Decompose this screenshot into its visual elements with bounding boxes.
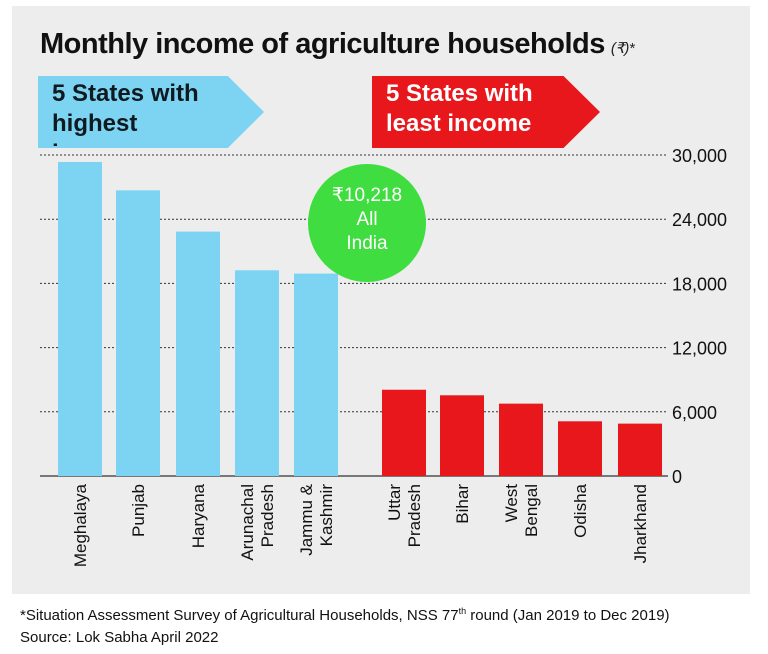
x-tick-label: Meghalaya: [71, 483, 90, 567]
least-income-banner-line2: least income: [386, 110, 532, 137]
x-tick-label-line: Pradesh: [258, 484, 277, 547]
footnote-survey-text: *Situation Assessment Survey of Agricult…: [20, 607, 459, 624]
bar-punjab: [116, 190, 160, 476]
x-tick-label: Haryana: [189, 483, 208, 548]
bar-odisha: [558, 421, 602, 476]
y-tick-label: 30,000: [672, 146, 727, 166]
y-tick-label: 0: [672, 467, 682, 487]
x-tick-label-line: Punjab: [129, 484, 148, 537]
highest-income-banner-line1: 5 States with: [52, 80, 199, 107]
all-india-label-line2: India: [346, 233, 388, 254]
x-tick-label: Punjab: [129, 484, 148, 537]
x-tick-label-line: Arunachal: [238, 484, 257, 561]
footnote-source: Source: Lok Sabha April 2022: [20, 629, 219, 646]
footnote-survey-sup: th: [458, 606, 467, 616]
x-tick-label: Jammu & Kashmir: [297, 483, 336, 555]
bar-west-bengal: [499, 403, 543, 476]
y-tick-label: 18,000: [672, 274, 727, 294]
chart-title-unit: (₹)*: [610, 40, 635, 57]
chart-title-text: Monthly income of agriculture households: [40, 28, 605, 60]
bar-meghalaya: [58, 161, 102, 477]
bar-jharkhand: [618, 423, 662, 476]
bar-bihar: [440, 395, 484, 476]
bar-haryana: [176, 231, 220, 476]
footnote: *Situation Assessment Survey of Agricult…: [20, 600, 670, 649]
highest-income-banner: 5 States with highest income: [38, 76, 264, 148]
bar-chart: 0 6,000 12,000 18,000 24,000 30,000 Meghalaya P…: [40, 146, 727, 567]
x-tick-label-line: West: [502, 484, 521, 523]
x-tick-label: Jharkhand: [631, 484, 650, 563]
x-tick-label-line: Odisha: [571, 483, 590, 537]
x-tick-label-line: Uttar: [385, 484, 404, 521]
y-tick-label: 6,000: [672, 403, 717, 423]
y-tick-label: 12,000: [672, 339, 727, 359]
x-tick-label-line: Bengal: [522, 484, 541, 537]
least-income-banner: 5 States with least income: [372, 76, 600, 148]
x-tick-label: West Bengal: [502, 484, 541, 537]
highest-income-banner-line2: highest income: [52, 110, 138, 148]
footnote-survey-text-end: round (Jan 2019 to Dec 2019): [466, 607, 670, 624]
least-income-banner-line1: 5 States with: [386, 80, 533, 107]
y-tick-label: 24,000: [672, 210, 727, 230]
all-india-badge: ₹10,218 All India: [308, 164, 426, 282]
bar-uttar-pradesh: [382, 389, 426, 476]
x-tick-label-line: Jharkhand: [631, 484, 650, 563]
x-tick-label-line: Meghalaya: [71, 483, 90, 567]
x-tick-label-line: Pradesh: [405, 484, 424, 547]
bar-arunachal-pradesh: [235, 270, 279, 476]
footnote-survey: *Situation Assessment Survey of Agricult…: [20, 600, 670, 627]
bar-jammu-kashmir: [294, 273, 338, 476]
x-tick-label-line: Haryana: [189, 483, 208, 548]
x-tick-label-line: Bihar: [453, 484, 472, 524]
x-tick-label: Arunachal Pradesh: [238, 484, 277, 561]
chart-title: Monthly income of agriculture households…: [40, 28, 635, 61]
x-tick-label-line: Kashmir: [317, 484, 336, 547]
all-india-value: ₹10,218: [331, 185, 403, 206]
x-tick-label: Odisha: [571, 483, 590, 537]
all-india-label-line1: All: [356, 209, 378, 230]
x-tick-label-line: Jammu &: [297, 483, 316, 555]
x-tick-label: Uttar Pradesh: [385, 484, 424, 548]
x-tick-label: Bihar: [453, 484, 472, 524]
